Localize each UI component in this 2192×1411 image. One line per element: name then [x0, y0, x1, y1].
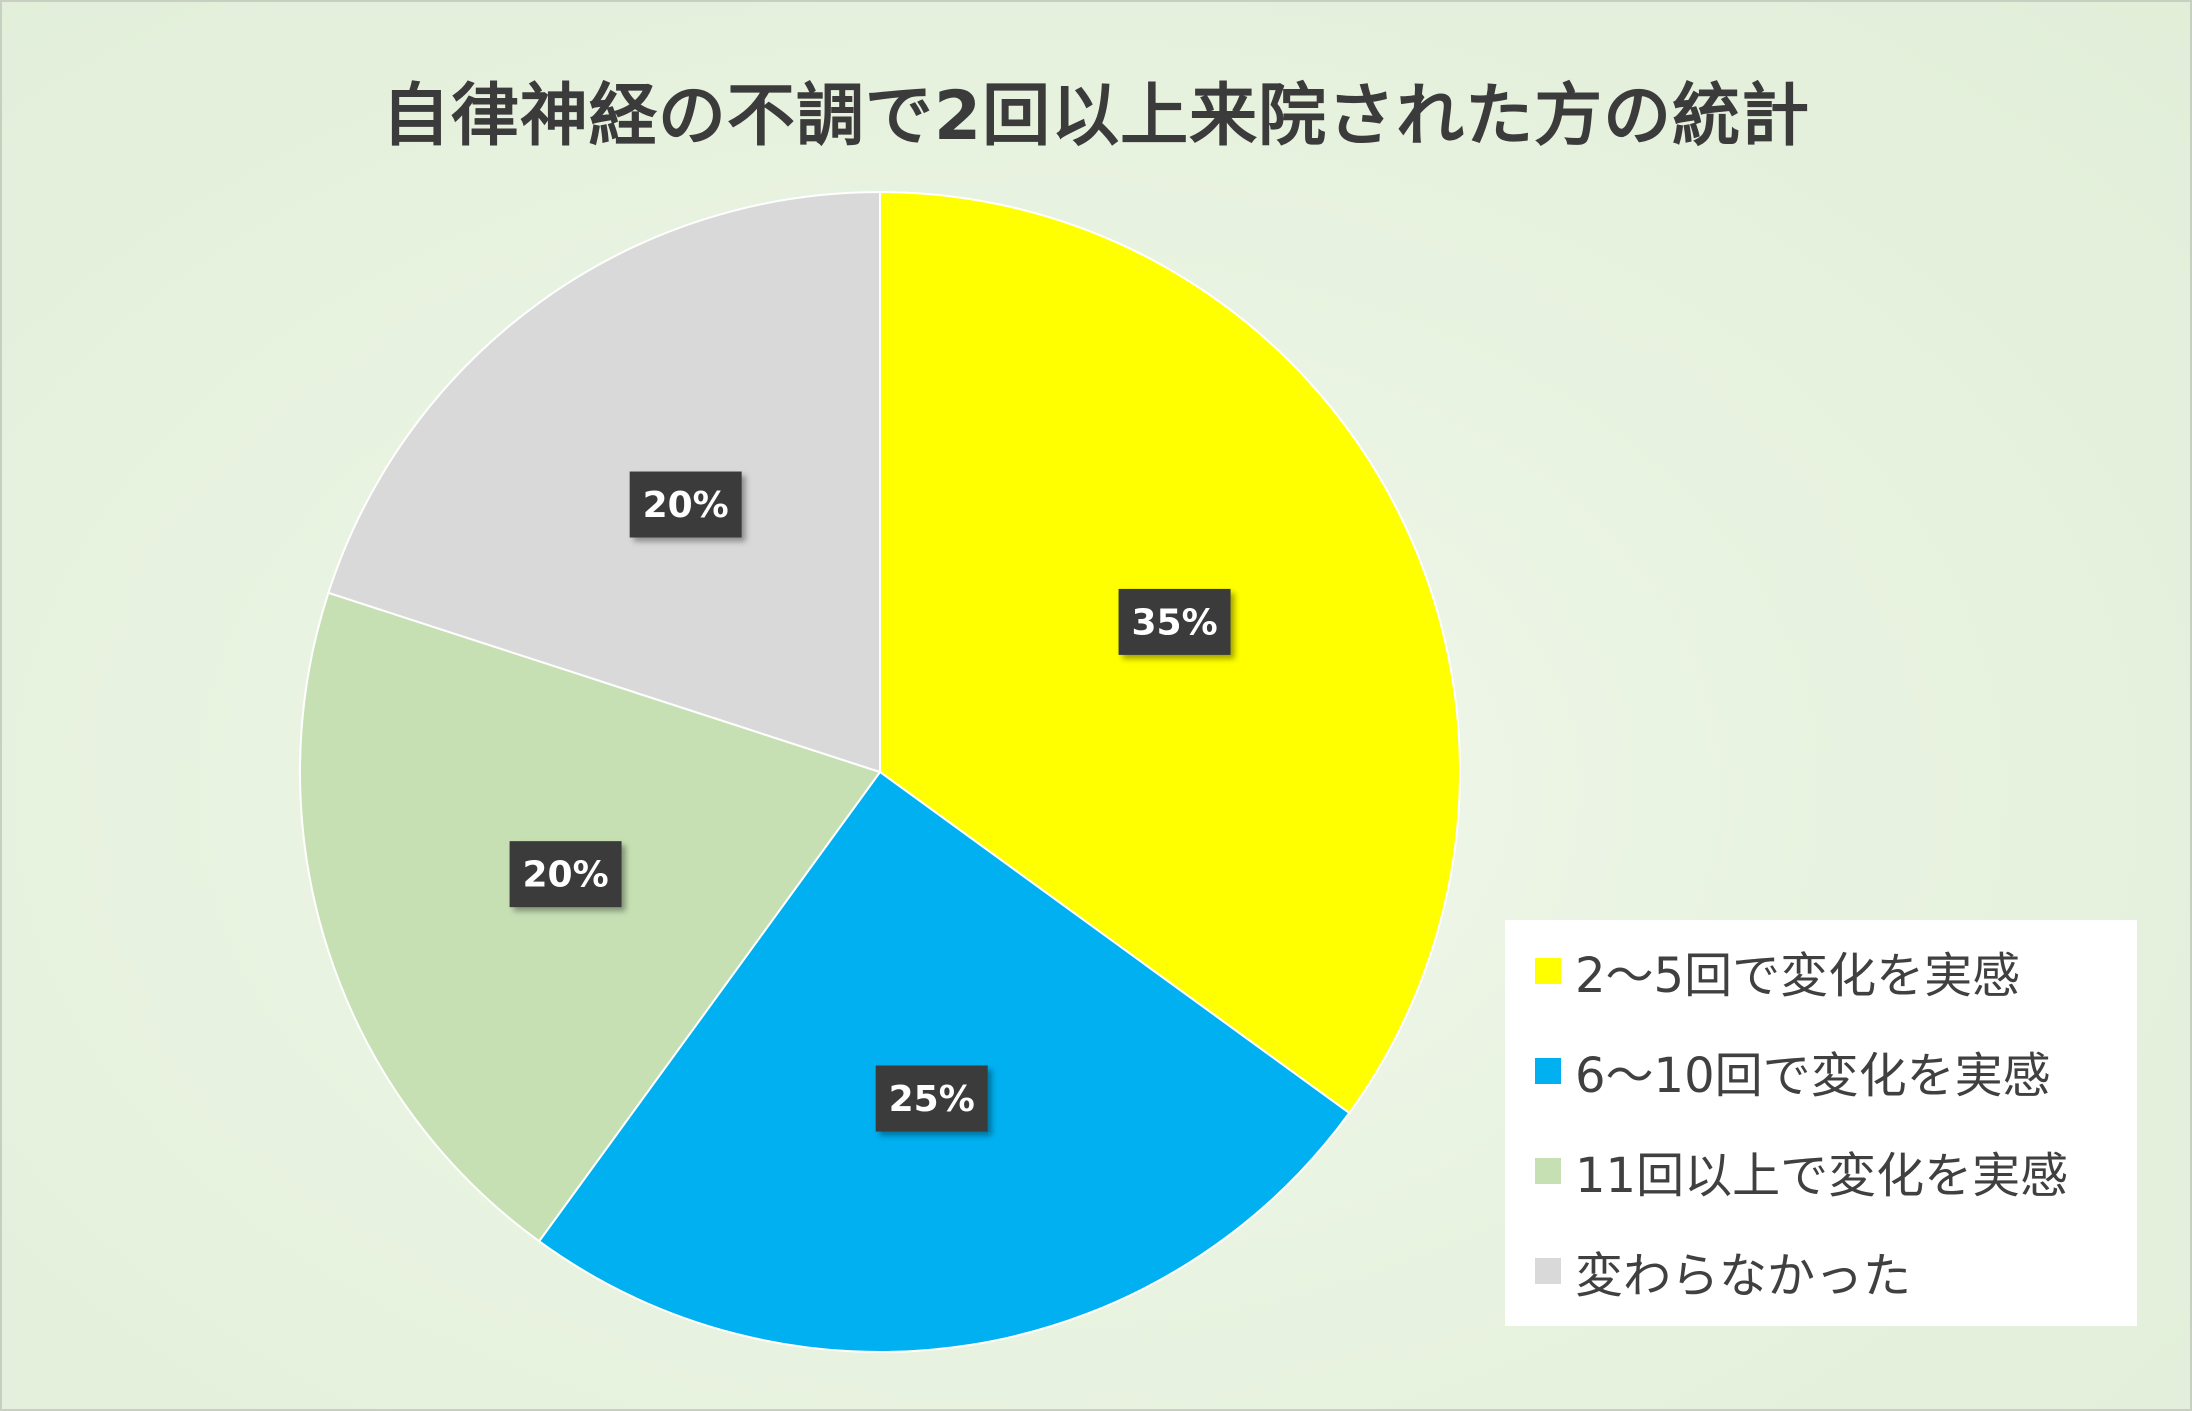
data-label-2: 25% — [875, 1065, 988, 1132]
legend-label-2: 6〜10回で変化を実感 — [1575, 1048, 2051, 1104]
legend-item-3: 11回以上で変化を実感 — [1535, 1136, 2068, 1206]
legend-item-1: 2〜5回で変化を実感 — [1535, 936, 2020, 1006]
data-label-text-1: 35% — [1131, 602, 1217, 643]
legend-label-1: 2〜5回で変化を実感 — [1575, 948, 2021, 1004]
data-label-text-4: 20% — [643, 485, 729, 526]
pie-slice-4 — [327, 190, 881, 774]
legend-label-4: 変わらなかった — [1575, 1248, 1912, 1304]
legend-swatch-2 — [1535, 1058, 1561, 1084]
chart-title: 自律神経の不調で2回以上来院された方の統計 — [381, 77, 1811, 156]
legend: 2〜5回で変化を実感 6〜10回で変化を実感 11回以上で変化を実感 変わらなか… — [1505, 920, 2137, 1326]
data-label-bg-4 — [629, 471, 742, 538]
data-label-4: 20% — [629, 471, 742, 538]
legend-swatch-3 — [1535, 1158, 1561, 1184]
data-label-bg-1 — [1118, 588, 1231, 655]
legend-item-2: 6〜10回で変化を実感 — [1535, 1036, 2051, 1106]
legend-swatch-1 — [1535, 958, 1561, 984]
legend-item-4: 変わらなかった — [1535, 1236, 1911, 1306]
legend-label-3: 11回以上で変化を実感 — [1575, 1148, 2069, 1204]
data-label-3: 20% — [509, 841, 622, 908]
legend-swatch-4 — [1535, 1258, 1561, 1284]
pie-slice-2 — [537, 770, 1351, 1353]
data-label-text-2: 25% — [889, 1079, 975, 1120]
data-label-text-3: 20% — [522, 855, 608, 896]
data-label-bg-2 — [875, 1065, 988, 1132]
data-label-bg-3 — [509, 841, 622, 908]
data-label-1: 35% — [1118, 588, 1231, 655]
pie-slice-3 — [299, 591, 882, 1243]
